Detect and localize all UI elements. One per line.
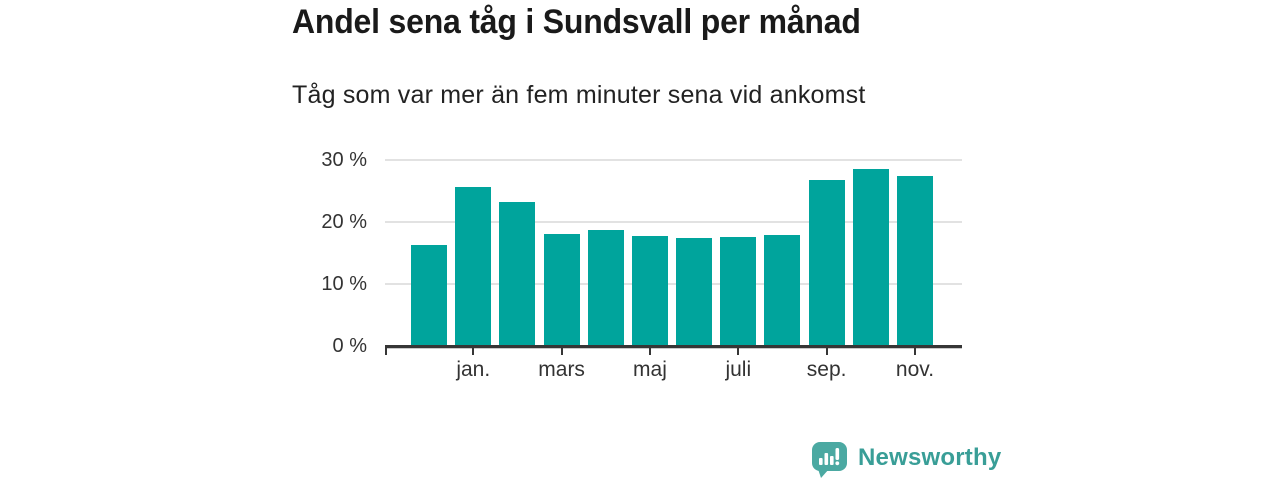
gridline — [385, 159, 962, 161]
x-tick-label: mars — [538, 358, 585, 381]
bar — [852, 168, 889, 346]
y-tick-label: 30 % — [321, 149, 367, 171]
x-tick-mark — [472, 348, 475, 355]
bar — [455, 186, 492, 346]
bar — [764, 235, 801, 346]
chart-title: Andel sena tåg i Sundsvall per månad — [292, 3, 861, 41]
brand-footer: Newsworthy — [811, 441, 1001, 478]
x-axis-labels: jan. mars maj juli sep. nov. — [385, 358, 962, 386]
bar — [411, 244, 448, 346]
plot-area — [385, 159, 962, 346]
x-tick-label: juli — [725, 358, 752, 381]
y-tick-label: 0 % — [332, 335, 367, 357]
bar — [720, 236, 757, 346]
x-tick-mark — [913, 348, 916, 355]
x-tick-label: maj — [633, 358, 667, 381]
gridline — [385, 221, 962, 223]
bar — [543, 233, 580, 346]
bar — [896, 176, 933, 346]
axis-start-tick — [385, 348, 387, 355]
x-tick-label: jan. — [456, 358, 491, 381]
y-tick-label: 10 % — [321, 273, 367, 295]
bar — [587, 230, 624, 346]
x-tick-mark — [648, 348, 651, 355]
x-tick-label: sep. — [806, 358, 847, 381]
bar — [676, 238, 713, 346]
x-tick-mark — [825, 348, 828, 355]
chart-subtitle: Tåg som var mer än fem minuter sena vid … — [292, 81, 866, 109]
newsworthy-logo-icon — [812, 442, 847, 478]
x-axis-ticks — [385, 348, 962, 357]
bar — [808, 179, 845, 346]
x-axis-line — [385, 345, 962, 349]
y-tick-label: 20 % — [321, 211, 367, 233]
bar — [499, 201, 536, 346]
x-tick-mark — [737, 348, 740, 355]
bar — [631, 235, 668, 346]
y-axis-labels: 0 % 10 % 20 % 30 % — [250, 149, 367, 360]
gridline — [385, 283, 962, 285]
brand-name: Newsworthy — [858, 444, 1002, 471]
x-tick-mark — [560, 348, 563, 355]
x-tick-label: nov. — [895, 358, 935, 381]
